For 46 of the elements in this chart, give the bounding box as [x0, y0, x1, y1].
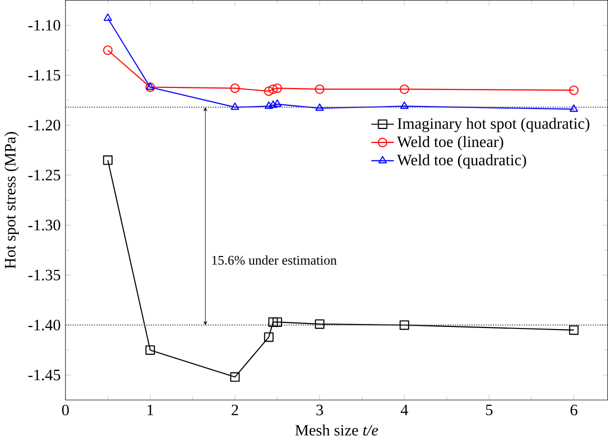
legend-label: Weld toe (linear) [397, 136, 504, 150]
x-tick-label: 2 [232, 404, 238, 416]
point [103, 45, 113, 55]
point [569, 325, 579, 335]
x-tick-label: 0 [62, 404, 69, 416]
point [315, 103, 324, 111]
point [230, 102, 240, 110]
point [264, 86, 274, 96]
point [570, 104, 578, 112]
x-axis-title: Mesh size t/e [295, 424, 378, 436]
point [104, 13, 112, 21]
x-tick-label: 1 [148, 404, 154, 416]
point [272, 317, 282, 327]
x-tick-label: 6 [570, 404, 578, 416]
y-tick-label: -1.25 [28, 170, 60, 181]
legend-label: Imaginary hot spot (quadratic) [398, 118, 590, 132]
y-tick-label: -1.15 [28, 70, 60, 81]
point [314, 84, 324, 94]
y-tick-label: -1.35 [28, 270, 60, 280]
point [272, 83, 282, 93]
point [268, 317, 278, 327]
point [569, 85, 579, 95]
point [264, 101, 273, 109]
point [400, 101, 409, 109]
y-axis-title: Hot spot stress (MPa) [4, 132, 19, 269]
point [103, 155, 113, 165]
y-tick-label: -1.40 [28, 320, 60, 330]
x-tick-label: 3 [316, 404, 323, 416]
x-tick-label: 4 [400, 404, 408, 416]
point [314, 319, 324, 329]
point [145, 345, 155, 355]
point [230, 372, 240, 382]
point [400, 320, 410, 330]
y-tick-label: -1.30 [28, 220, 60, 231]
annotation: 15.6% under estimation [212, 255, 337, 265]
x-tick-label: 5 [486, 404, 492, 416]
point [268, 100, 278, 108]
legend-label: Weld toe (quadratic) [397, 154, 526, 169]
point [264, 332, 274, 342]
point [268, 84, 278, 94]
point [400, 84, 410, 94]
y-tick-label: -1.45 [28, 370, 60, 380]
y-tick-label: -1.10 [28, 20, 60, 31]
y-tick-label: -1.20 [28, 120, 60, 131]
point [273, 99, 282, 107]
point [230, 83, 240, 93]
